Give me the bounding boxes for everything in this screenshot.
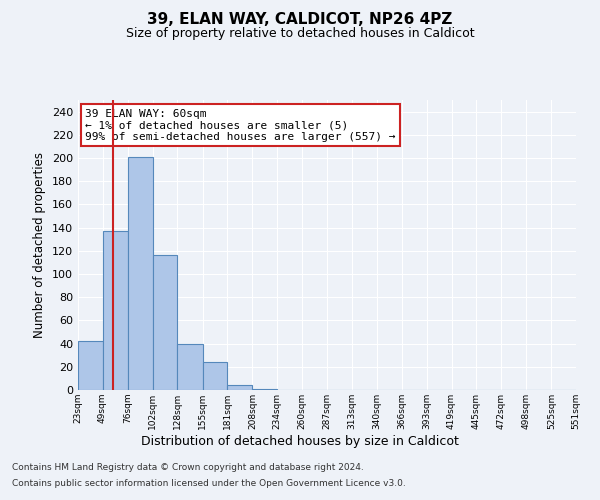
Bar	[103, 231, 128, 390]
Text: Size of property relative to detached houses in Caldicot: Size of property relative to detached ho…	[125, 28, 475, 40]
Text: 39, ELAN WAY, CALDICOT, NP26 4PZ: 39, ELAN WAY, CALDICOT, NP26 4PZ	[148, 12, 452, 28]
Text: Contains HM Land Registry data © Crown copyright and database right 2024.: Contains HM Land Registry data © Crown c…	[12, 464, 364, 472]
Y-axis label: Number of detached properties: Number of detached properties	[34, 152, 46, 338]
Bar	[253, 389, 277, 390]
Text: 39 ELAN WAY: 60sqm
← 1% of detached houses are smaller (5)
99% of semi-detached : 39 ELAN WAY: 60sqm ← 1% of detached hous…	[85, 108, 396, 142]
Bar	[227, 386, 253, 390]
Text: Distribution of detached houses by size in Caldicot: Distribution of detached houses by size …	[141, 435, 459, 448]
Bar	[177, 344, 203, 390]
Bar	[128, 157, 152, 390]
Bar	[78, 342, 103, 390]
Bar	[152, 256, 177, 390]
Text: Contains public sector information licensed under the Open Government Licence v3: Contains public sector information licen…	[12, 478, 406, 488]
Bar	[203, 362, 227, 390]
